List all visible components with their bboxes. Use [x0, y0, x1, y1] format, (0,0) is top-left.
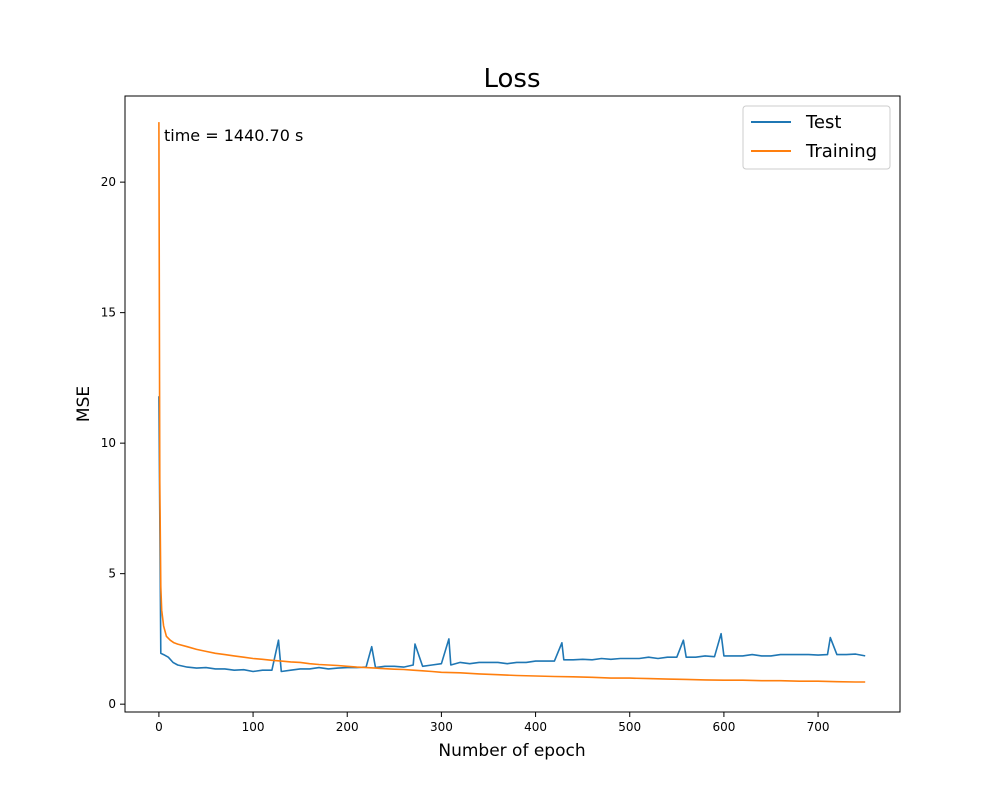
series-line-test	[158, 396, 866, 673]
plot-frame	[124, 95, 901, 713]
x-tick-label: 500	[618, 720, 641, 734]
series-line-training	[158, 122, 866, 683]
y-tick-label: 5	[108, 567, 116, 581]
chart-title: Loss	[483, 64, 540, 94]
legend: Test Training	[742, 105, 891, 170]
legend-label-training: Training	[805, 141, 877, 162]
y-tick-label: 10	[101, 436, 116, 450]
x-tick-label: 300	[430, 720, 453, 734]
x-tick-label: 400	[524, 720, 547, 734]
legend-label-test: Test	[805, 112, 841, 133]
x-tick-label: 600	[712, 720, 735, 734]
x-axis: 0 100 200 300 400 500 600 700	[155, 712, 830, 734]
y-tick-label: 15	[101, 306, 116, 320]
x-axis-title: Number of epoch	[438, 741, 585, 761]
time-annotation: time = 1440.70 s	[164, 126, 303, 145]
x-tick-label: 100	[242, 720, 265, 734]
y-tick-label: 0	[108, 697, 116, 711]
y-axis-title: MSE	[74, 386, 94, 422]
x-tick-label: 200	[336, 720, 359, 734]
x-tick-label: 0	[155, 720, 163, 734]
y-axis: 0 5 10 15 20	[101, 175, 125, 711]
x-tick-label: 700	[807, 720, 830, 734]
y-tick-label: 20	[101, 175, 116, 189]
